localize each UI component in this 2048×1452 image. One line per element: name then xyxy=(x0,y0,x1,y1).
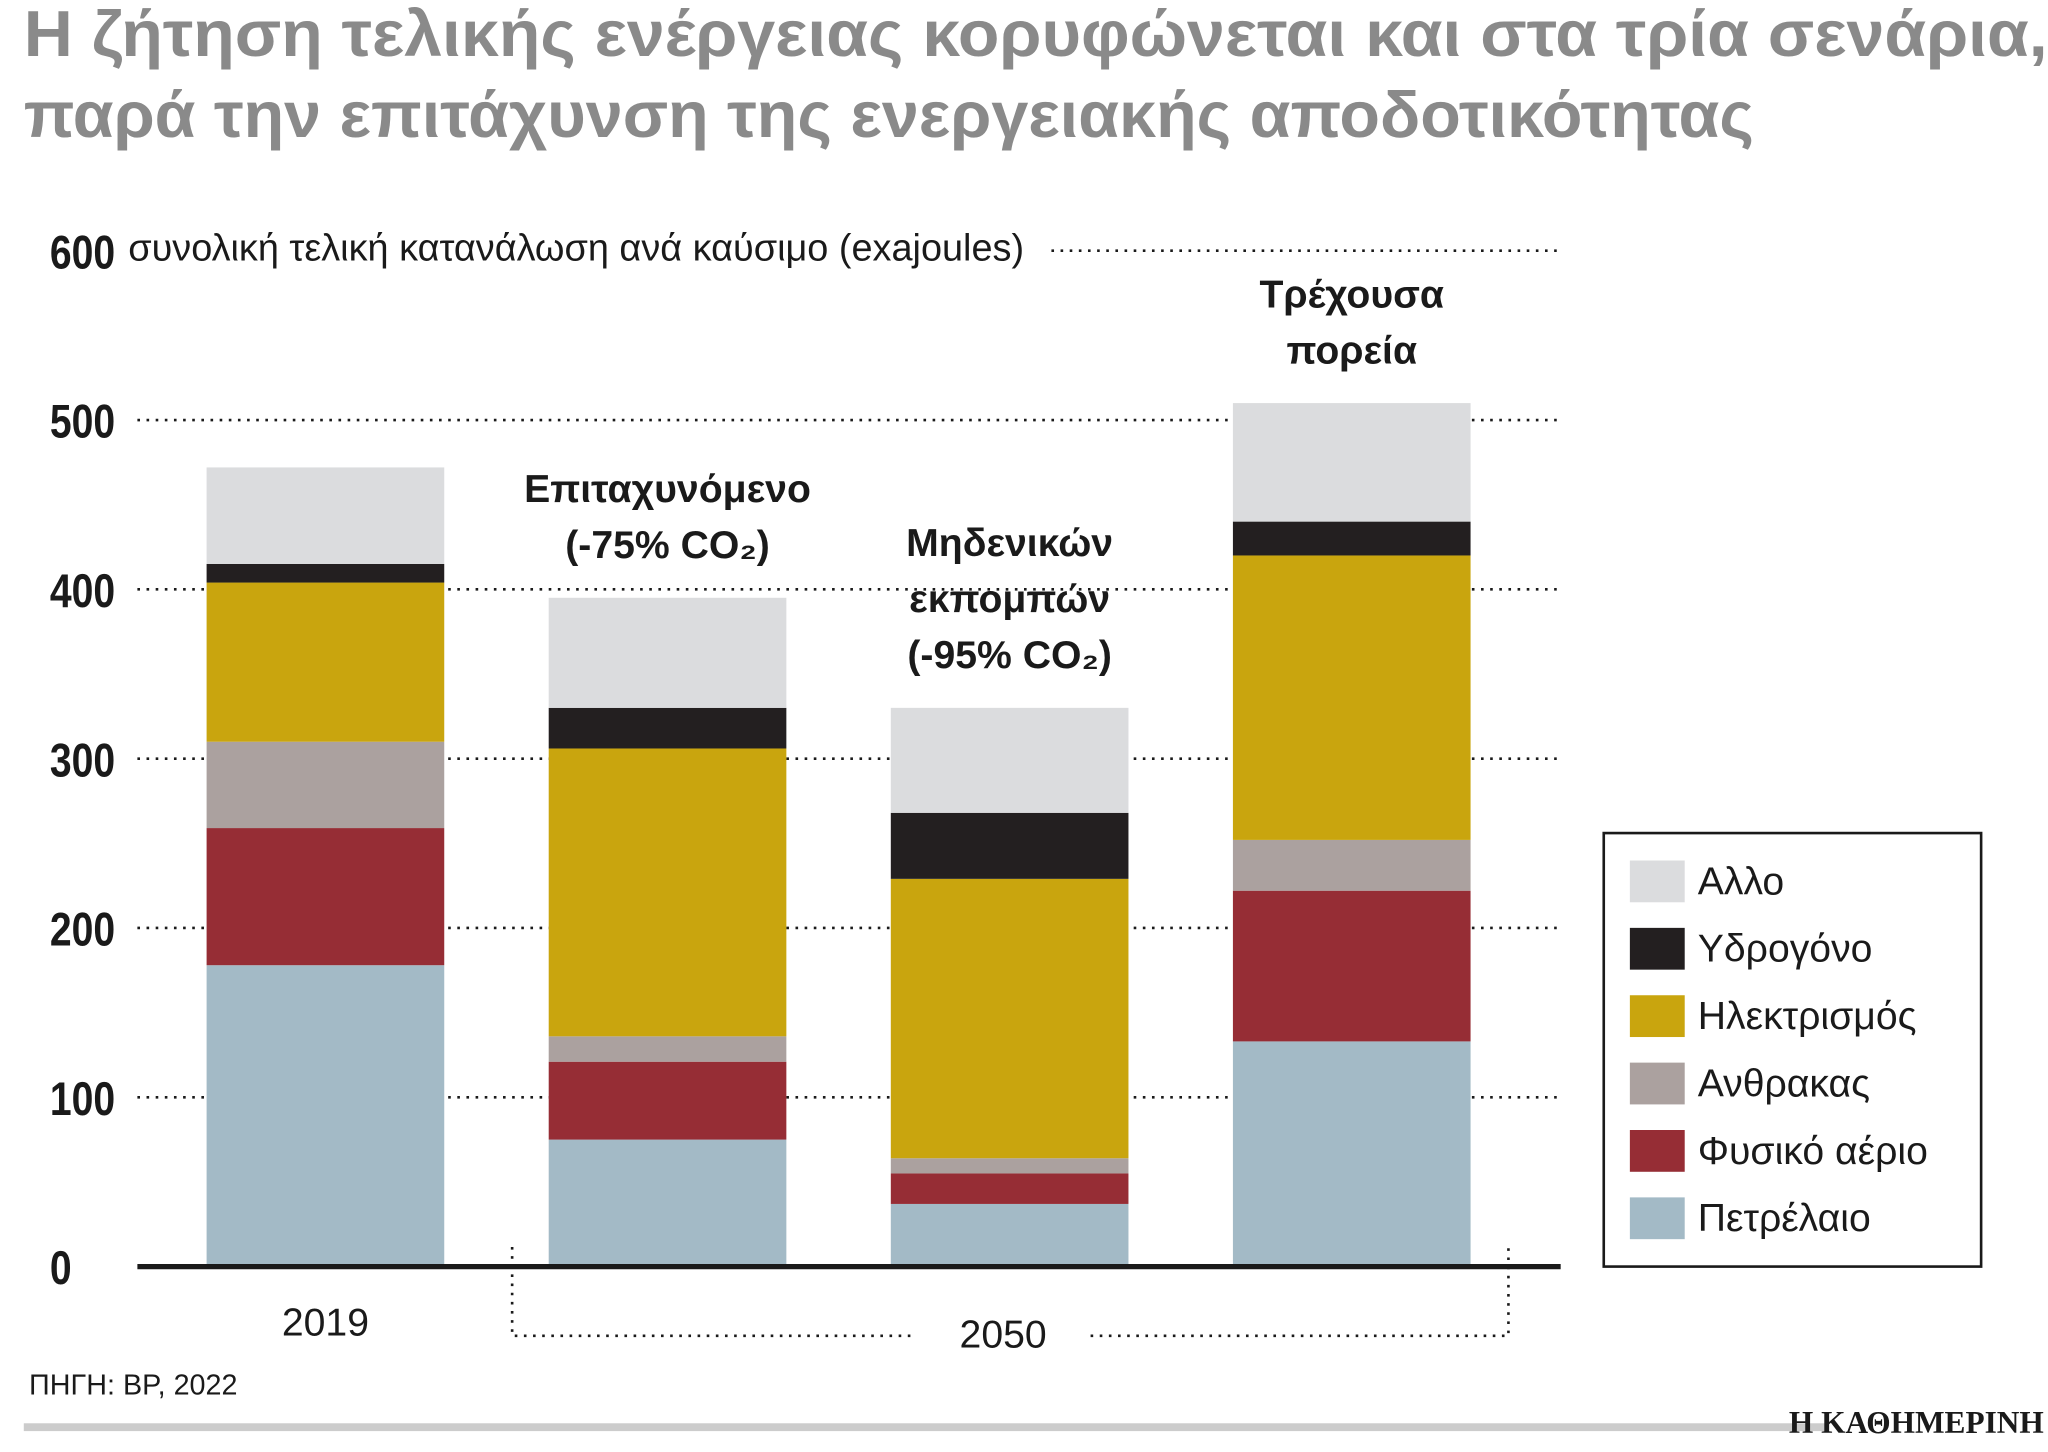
y-tick-label: 100 xyxy=(50,1072,115,1125)
bar-segment xyxy=(1232,403,1471,522)
bar-segment xyxy=(890,1203,1129,1267)
bar-segment xyxy=(206,965,445,1267)
bar-segment xyxy=(1232,521,1471,556)
bar-segment xyxy=(890,812,1129,879)
bar-segment xyxy=(890,1158,1129,1174)
bar-segment xyxy=(1232,1041,1471,1267)
scenario-label: Τρέχουσα πορεία xyxy=(1259,274,1444,373)
bar-segment xyxy=(1232,839,1471,891)
bar-segment xyxy=(1232,555,1471,840)
y-tick-label: 300 xyxy=(50,733,115,786)
legend-label: Φυσικό αέριο xyxy=(1698,1130,1928,1173)
scenario-label: Μηδενικών εκπομπών (-95% CO₂) xyxy=(906,522,1113,677)
bar-segment xyxy=(890,878,1129,1159)
group-label: 2050 xyxy=(960,1313,1047,1356)
y-tick-label: 0 xyxy=(50,1241,72,1294)
bar-segment xyxy=(206,563,445,583)
bar-segment xyxy=(548,1139,787,1267)
bar-segment xyxy=(206,828,445,966)
legend-label: Υδρογόνο xyxy=(1698,928,1873,971)
bar-segment xyxy=(548,597,787,708)
bar-segment xyxy=(548,1061,787,1140)
y-tick-label: 400 xyxy=(50,564,115,617)
legend-swatch xyxy=(1629,995,1685,1038)
x-tick-label: 2019 xyxy=(282,1302,369,1345)
bar-segment xyxy=(890,1173,1129,1204)
y-tick-label: 500 xyxy=(50,395,115,448)
y-tick-label: 200 xyxy=(50,903,115,956)
chart-title: Η ζήτηση τελικής ενέργειας κορυφώνεται κ… xyxy=(24,0,2048,151)
bar-segment xyxy=(206,582,445,742)
scenario-label: Επιταχυνόμενο (-75% CO₂) xyxy=(524,468,811,567)
legend-label: Αλλο xyxy=(1698,860,1784,903)
y-axis-title-bg xyxy=(123,227,1051,270)
legend-box xyxy=(1602,831,1983,1268)
bar-segment xyxy=(1232,890,1471,1042)
legend-swatch xyxy=(1629,927,1685,970)
brand: Η ΚΑΘΗΜΕΡΙΝΗ xyxy=(1789,1405,2044,1440)
bar-segment xyxy=(548,1036,787,1062)
legend-swatch xyxy=(1629,1062,1685,1105)
legend-label: Ηλεκτρισμός xyxy=(1698,995,1917,1038)
legend-label: Ανθρακας xyxy=(1698,1062,1870,1105)
y-axis-title: συνολική τελική κατανάλωση ανά καύσιμο (… xyxy=(128,228,1024,270)
legend-swatch xyxy=(1629,1130,1685,1172)
bar-segment xyxy=(890,707,1129,813)
y-tick-label: 600 xyxy=(50,225,115,278)
source: ΠΗΓΗ: BP, 2022 xyxy=(29,1369,237,1401)
legend-label: Πετρέλαιο xyxy=(1698,1197,1871,1240)
legend-swatch xyxy=(1629,860,1685,903)
bar-segment xyxy=(548,707,787,749)
footer-rule xyxy=(23,1423,1829,1432)
legend-swatch xyxy=(1629,1197,1685,1240)
bar-segment xyxy=(206,467,445,564)
bar-segment xyxy=(548,748,787,1037)
group-bracket xyxy=(510,1246,1510,1338)
bar-segment xyxy=(206,741,445,829)
